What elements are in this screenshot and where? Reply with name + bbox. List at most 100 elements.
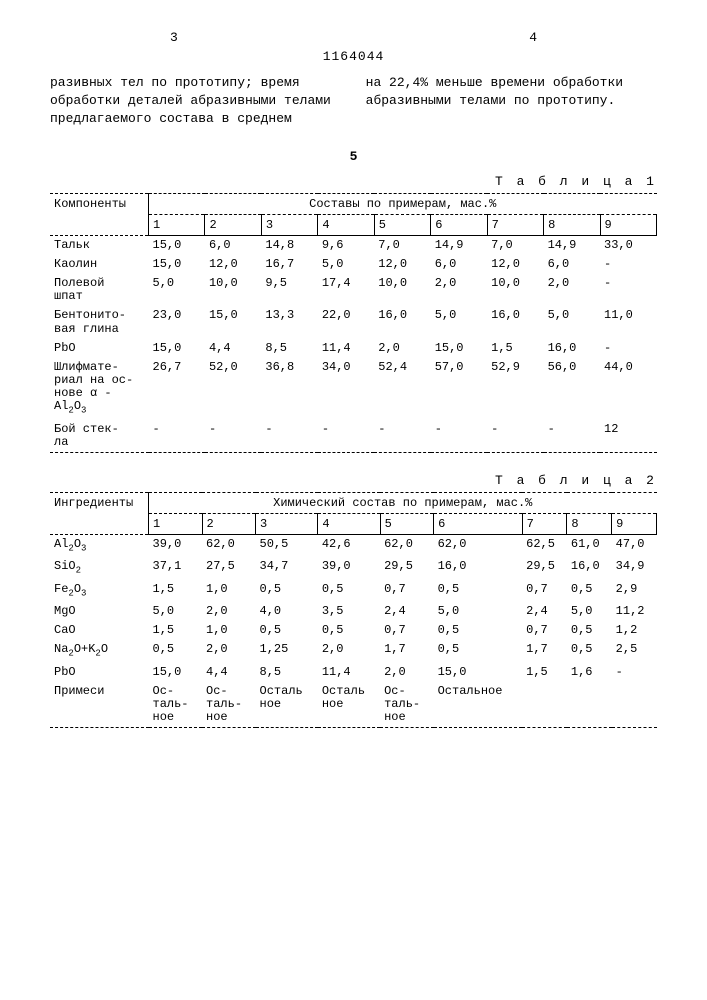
cell: 1,7 xyxy=(522,640,567,662)
cell: 15,0 xyxy=(149,339,205,358)
cell: 1,25 xyxy=(256,640,318,662)
row-label: Fe2O3 xyxy=(50,580,149,602)
cell: Ос-таль-ное xyxy=(149,682,203,728)
cell: 50,5 xyxy=(256,535,318,558)
cell: 0,7 xyxy=(380,580,434,602)
cell: - xyxy=(149,420,205,453)
cell: 0,7 xyxy=(522,580,567,602)
cell: Остальное xyxy=(434,682,523,728)
cell: 0,5 xyxy=(318,580,380,602)
cell: 5,0 xyxy=(544,306,600,338)
col-header: 8 xyxy=(544,214,600,235)
cell: 0,5 xyxy=(567,640,612,662)
cell: 42,6 xyxy=(318,535,380,558)
cell: 4,4 xyxy=(205,339,261,358)
cell: - xyxy=(318,420,374,453)
cell: 1,0 xyxy=(202,621,256,640)
table1-header-left: Компоненты xyxy=(50,193,149,235)
cell: 47,0 xyxy=(612,535,657,558)
cell: 15,0 xyxy=(149,663,203,682)
col-header: 5 xyxy=(374,214,430,235)
table-row: PbO15,04,48,511,42,015,01,51,6- xyxy=(50,663,657,682)
table-row: MgO5,02,04,03,52,45,02,45,011,2 xyxy=(50,602,657,621)
doc-number: 1164044 xyxy=(50,49,657,64)
cell: 1,5 xyxy=(149,580,203,602)
cell xyxy=(567,682,612,728)
table-row: Fe2O31,51,00,50,50,70,50,70,52,9 xyxy=(50,580,657,602)
col-header: 4 xyxy=(318,214,374,235)
cell: 14,8 xyxy=(261,235,317,255)
cell: 27,5 xyxy=(202,557,256,579)
cell: 8,5 xyxy=(261,339,317,358)
cell: 5,0 xyxy=(567,602,612,621)
col-header: 6 xyxy=(431,214,487,235)
cell: 11,0 xyxy=(600,306,657,338)
cell: 15,0 xyxy=(431,339,487,358)
row-label: PbO xyxy=(50,663,149,682)
cell: 33,0 xyxy=(600,235,657,255)
cell: 5,0 xyxy=(434,602,523,621)
cell: 22,0 xyxy=(318,306,374,338)
cell: 34,9 xyxy=(612,557,657,579)
cell: 5,0 xyxy=(149,274,205,306)
cell: 1,2 xyxy=(612,621,657,640)
cell: 36,8 xyxy=(261,358,317,420)
cell: 52,4 xyxy=(374,358,430,420)
cell: 26,7 xyxy=(149,358,205,420)
cell: 39,0 xyxy=(149,535,203,558)
cell: Остальное xyxy=(318,682,380,728)
cell: 7,0 xyxy=(374,235,430,255)
intro-text: разивных тел по прототипу; время обработ… xyxy=(50,74,657,129)
row-label: SiO2 xyxy=(50,557,149,579)
table-row: Тальк15,06,014,89,67,014,97,014,933,0 xyxy=(50,235,657,255)
cell: 5,0 xyxy=(431,306,487,338)
cell: 0,5 xyxy=(318,621,380,640)
table1: Компоненты Составы по примерам, мас.% 12… xyxy=(50,193,657,454)
row-label: CaO xyxy=(50,621,149,640)
cell: 0,7 xyxy=(522,621,567,640)
cell: - xyxy=(261,420,317,453)
cell: 11,4 xyxy=(318,663,380,682)
cell: 2,4 xyxy=(380,602,434,621)
col-header: 9 xyxy=(612,514,657,535)
intro-left: разивных тел по прототипу; время обработ… xyxy=(50,74,341,129)
cell: 16,0 xyxy=(434,557,523,579)
cell: 2,4 xyxy=(522,602,567,621)
col-header: 3 xyxy=(256,514,318,535)
cell: 12,0 xyxy=(487,255,543,274)
cell: - xyxy=(600,339,657,358)
cell: - xyxy=(544,420,600,453)
table2-header-left: Ингредиенты xyxy=(50,493,149,535)
cell: 52,9 xyxy=(487,358,543,420)
row-label: MgO xyxy=(50,602,149,621)
cell: 1,6 xyxy=(567,663,612,682)
cell: 6,0 xyxy=(544,255,600,274)
cell xyxy=(522,682,567,728)
table-row: Na2O+K2O0,52,01,252,01,70,51,70,52,5 xyxy=(50,640,657,662)
table-row: Каолин15,012,016,75,012,06,012,06,0- xyxy=(50,255,657,274)
cell: 16,0 xyxy=(374,306,430,338)
cell: 1,5 xyxy=(149,621,203,640)
cell: 5,0 xyxy=(149,602,203,621)
row-label: Al2O3 xyxy=(50,535,149,558)
cell: 4,0 xyxy=(256,602,318,621)
row-label: Тальк xyxy=(50,235,149,255)
cell: 2,0 xyxy=(431,274,487,306)
page-num-left: 3 xyxy=(170,30,178,45)
cell: 16,0 xyxy=(567,557,612,579)
row-label: Na2O+K2O xyxy=(50,640,149,662)
cell: 6,0 xyxy=(205,235,261,255)
cell xyxy=(612,682,657,728)
table2-title: Т а б л и ц а 2 xyxy=(50,473,657,488)
cell: 14,9 xyxy=(544,235,600,255)
page-num-right: 4 xyxy=(529,30,537,45)
cell: Ос-таль-ное xyxy=(202,682,256,728)
cell: 13,3 xyxy=(261,306,317,338)
center-number: 5 xyxy=(50,149,657,164)
cell: 6,0 xyxy=(431,255,487,274)
cell: 16,0 xyxy=(544,339,600,358)
cell: 0,5 xyxy=(434,580,523,602)
cell: 15,0 xyxy=(205,306,261,338)
cell: 2,0 xyxy=(202,640,256,662)
cell: 9,6 xyxy=(318,235,374,255)
